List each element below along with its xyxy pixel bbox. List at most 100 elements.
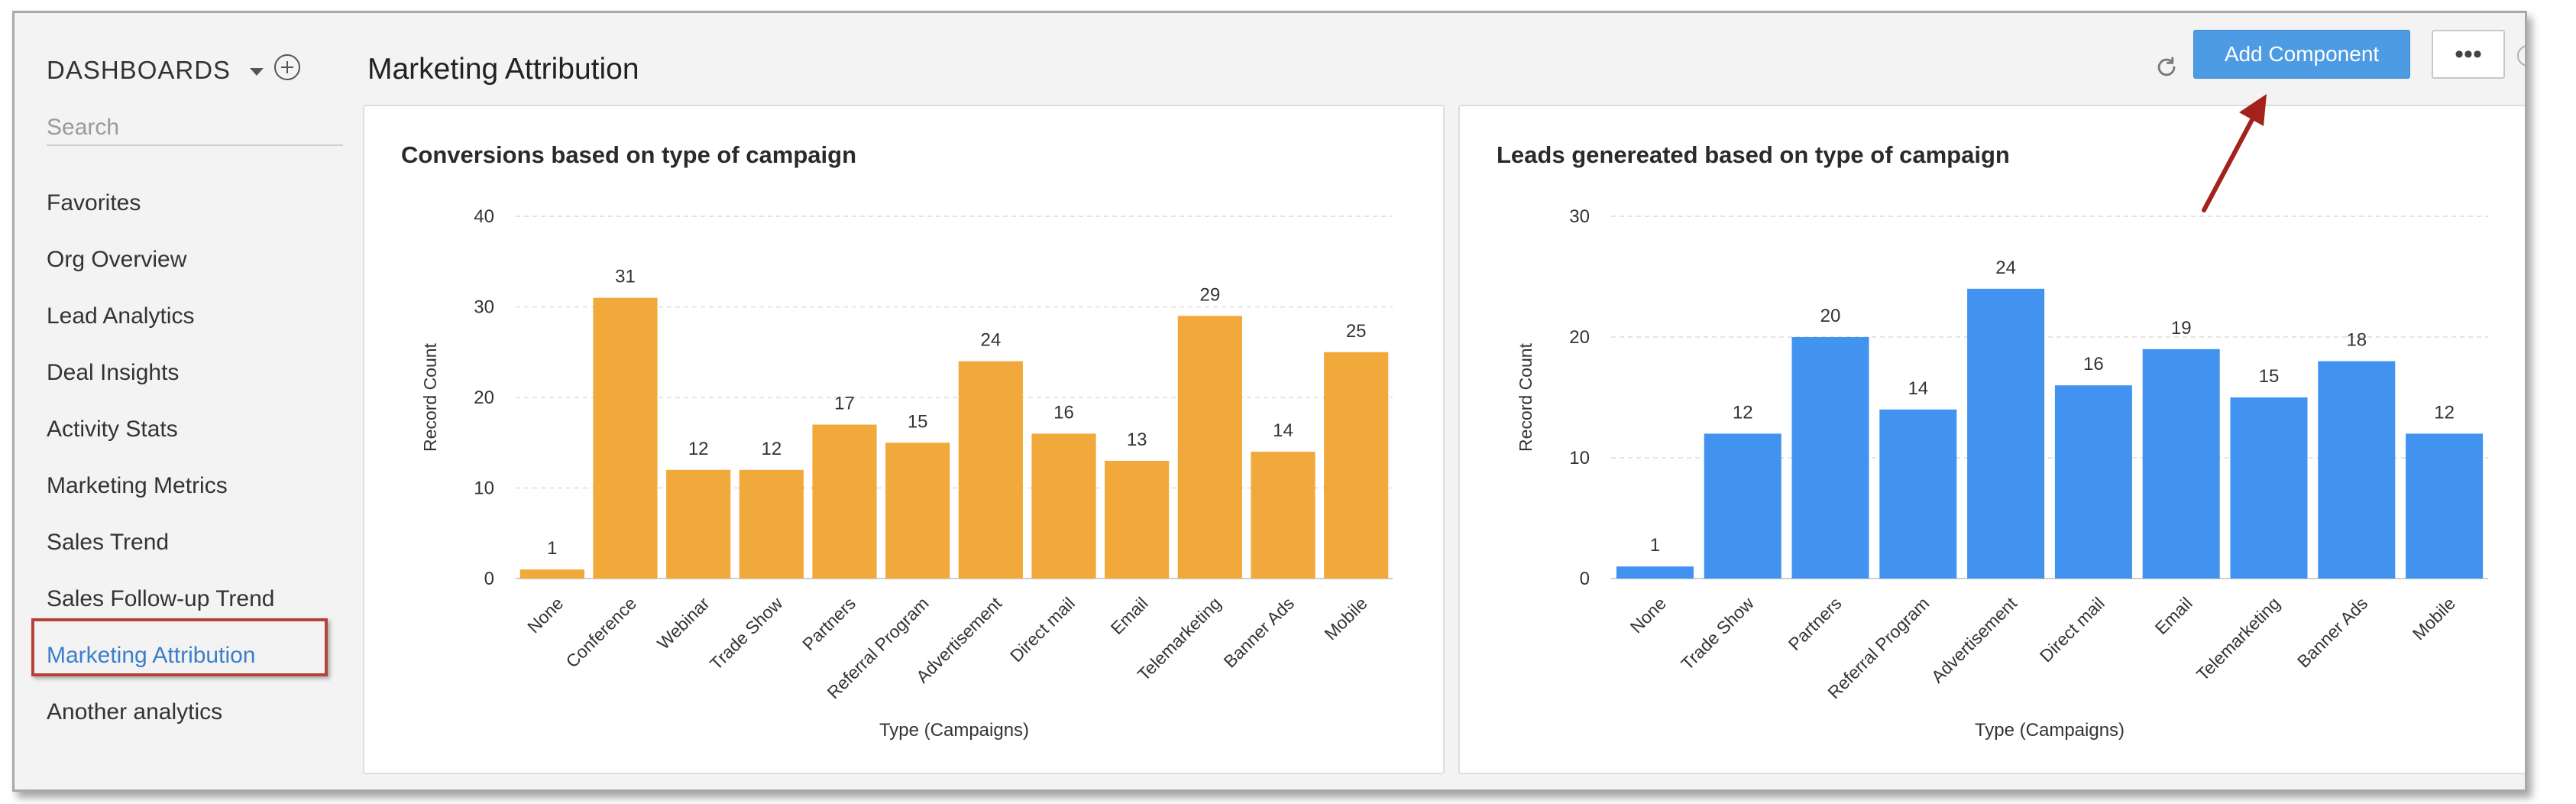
data-label: 31 [615, 267, 636, 287]
data-label: 29 [1199, 284, 1220, 305]
bar [1177, 316, 1242, 579]
data-label: 19 [2171, 318, 2192, 339]
help-icon[interactable]: ? [2517, 45, 2525, 66]
data-label: 17 [834, 394, 855, 414]
data-label: 20 [1820, 306, 1841, 326]
y-tick-label: 20 [474, 387, 494, 408]
x-tick-label: Webinar [653, 593, 714, 653]
bar [2406, 433, 2484, 579]
x-tick-label: None [1626, 593, 1670, 637]
data-label: 24 [1995, 258, 2016, 278]
sidebar-item-deal-insights[interactable]: Deal Insights [47, 360, 180, 385]
chart-title: Leads genereated based on type of campai… [1497, 141, 2010, 168]
bar [1791, 337, 1869, 579]
y-axis-label: Record Count [420, 342, 440, 452]
sidebar-item-activity-stats[interactable]: Activity Stats [47, 417, 178, 442]
data-label: 14 [1908, 378, 1928, 399]
y-tick-label: 0 [484, 569, 494, 589]
data-label: 12 [761, 439, 782, 459]
bar [1105, 460, 1170, 579]
x-tick-label: Banner Ads [1220, 593, 1298, 671]
bar [2230, 397, 2308, 579]
x-tick-label: Trade Show [706, 593, 787, 674]
x-tick-label: Conference [562, 593, 640, 671]
y-tick-label: 0 [1580, 569, 1590, 589]
data-label: 16 [2083, 354, 2104, 374]
x-tick-label: Direct mail [2036, 593, 2108, 666]
arrow-annotation [2202, 94, 2267, 212]
bar [1967, 288, 2045, 579]
add-component-button[interactable]: Add Component [2193, 30, 2410, 79]
data-label: 15 [2259, 366, 2280, 387]
more-icon[interactable]: ••• [2432, 30, 2505, 79]
sidebar: DASHBOARDS Favorites Org Overview Lead A… [15, 13, 343, 789]
bar [2318, 361, 2396, 579]
x-tick-label: Mobile [1320, 593, 1371, 644]
chart-panel-leads: Leads genereated based on type of campai… [1458, 105, 2525, 774]
bar [2054, 385, 2132, 579]
sidebar-item-org-overview[interactable]: Org Overview [47, 247, 187, 272]
bar [1616, 566, 1694, 579]
sidebar-item-favorites[interactable]: Favorites [47, 190, 141, 216]
y-tick-label: 10 [474, 478, 494, 499]
bar [1879, 409, 1957, 579]
data-label: 16 [1053, 402, 1074, 423]
app-window: DASHBOARDS Favorites Org Overview Lead A… [12, 11, 2527, 792]
data-label: 15 [908, 411, 928, 432]
y-tick-label: 40 [474, 206, 494, 227]
y-tick-label: 30 [474, 297, 494, 318]
bar [2142, 349, 2220, 579]
sidebar-item-sales-trend[interactable]: Sales Trend [47, 530, 170, 555]
bar [812, 424, 877, 579]
sidebar-item-another-analytics[interactable]: Another analytics [47, 699, 223, 725]
data-label: 13 [1127, 430, 1147, 450]
x-tick-label: Telemarketing [2193, 593, 2284, 685]
sidebar-item-marketing-attribution[interactable]: Marketing Attribution [47, 643, 256, 668]
data-label: 25 [1346, 321, 1367, 342]
x-tick-label: Mobile [2409, 593, 2459, 644]
y-tick-label: 20 [1569, 327, 1590, 348]
x-axis-label: Type (Campaigns) [1975, 720, 2125, 741]
x-tick-label: Partners [1785, 593, 1846, 654]
bar [1704, 433, 1782, 579]
page-title: Marketing Attribution [367, 53, 639, 86]
active-item-highlight [31, 618, 328, 676]
bar [1031, 433, 1096, 579]
x-axis-label: Type (Campaigns) [879, 720, 1029, 741]
bar [885, 443, 950, 579]
y-tick-label: 10 [1569, 448, 1590, 468]
bar [1251, 452, 1316, 579]
chart-panel-conversions: Conversions based on type of campaign 0 1… [363, 105, 1445, 774]
bar [958, 361, 1023, 579]
data-label: 1 [547, 538, 557, 559]
chart-title: Conversions based on type of campaign [401, 141, 857, 168]
data-label: 12 [688, 439, 709, 459]
dashboards-title: DASHBOARDS [47, 56, 231, 84]
conversions-bar-chart: 0 10 20 30 40 1 None 31 Conference 12 Webinar 12 Tra… [420, 206, 1393, 741]
sidebar-item-sales-follow-up-trend[interactable]: Sales Follow-up Trend [47, 586, 275, 611]
bar [1324, 352, 1389, 579]
chevron-down-icon[interactable] [250, 68, 264, 76]
plus-circle-icon[interactable] [274, 54, 300, 80]
bar [739, 469, 804, 579]
data-label: 18 [2346, 330, 2367, 351]
refresh-icon[interactable] [2154, 54, 2180, 80]
search-input[interactable] [47, 111, 343, 146]
x-tick-label: None [523, 593, 567, 637]
y-axis-label: Record Count [1516, 342, 1536, 452]
x-tick-label: Advertisement [1927, 593, 2021, 687]
bar [666, 469, 731, 579]
x-tick-label: Banner Ads [2293, 593, 2371, 671]
sidebar-item-lead-analytics[interactable]: Lead Analytics [47, 303, 195, 329]
x-tick-label: Partners [798, 593, 859, 654]
data-label: 1 [1650, 535, 1660, 556]
x-tick-label: Trade Show [1677, 593, 1758, 674]
sidebar-item-marketing-metrics[interactable]: Marketing Metrics [47, 473, 228, 498]
bar [519, 569, 584, 579]
bar [593, 297, 658, 579]
x-tick-label: Direct mail [1006, 593, 1079, 666]
data-label: 12 [1733, 402, 1753, 423]
data-label: 24 [980, 330, 1001, 351]
x-tick-label: Email [2151, 593, 2196, 638]
